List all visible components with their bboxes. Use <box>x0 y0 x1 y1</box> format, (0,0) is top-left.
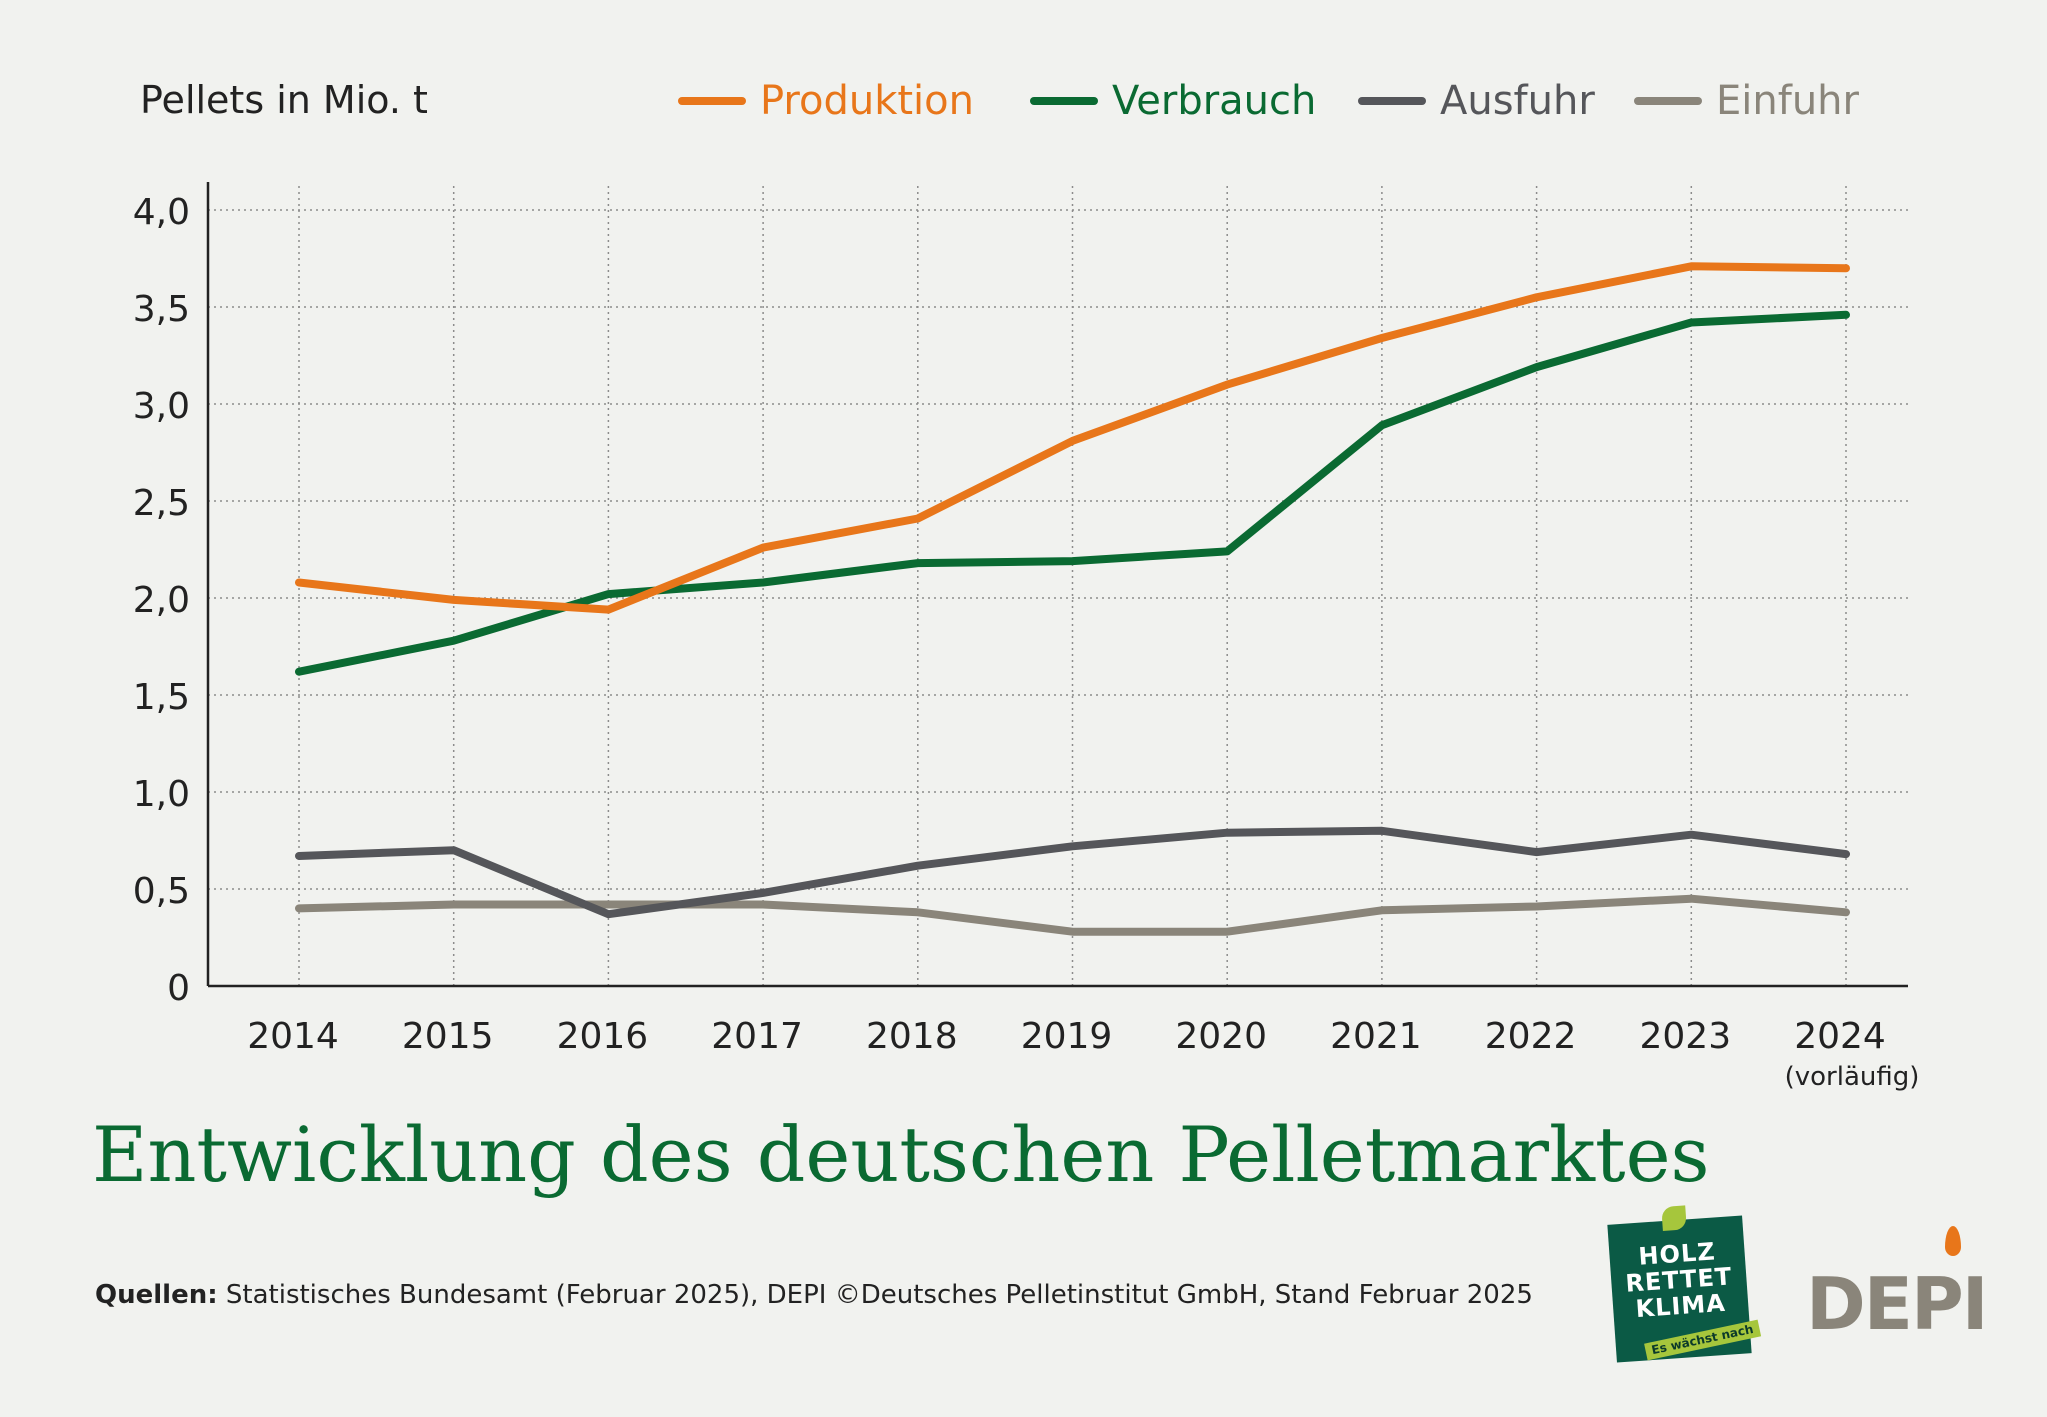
y-tick-label: 0 <box>167 968 190 1009</box>
y-tick-label: 1,5 <box>133 677 190 718</box>
x-tick-label: 2018 <box>866 1016 958 1057</box>
chart-legend: Produktion Verbrauch Ausfuhr Einfuhr <box>0 78 2047 128</box>
y-tick-label: 3,5 <box>133 289 190 330</box>
source-label: Quellen: <box>95 1280 218 1310</box>
legend-label-ausfuhr: Ausfuhr <box>1440 78 1595 124</box>
source-text: Statistisches Bundesamt (Februar 2025), … <box>225 1280 1533 1310</box>
y-axis-unit-label: Pellets in Mio. t <box>140 78 428 122</box>
flame-icon <box>1945 1226 1961 1256</box>
y-tick-label: 4,0 <box>133 192 190 233</box>
x-tick-label: 2019 <box>1021 1016 1113 1057</box>
legend-swatch-produktion <box>678 97 746 105</box>
x-tick-label: 2016 <box>557 1016 649 1057</box>
x-tick-label: 2023 <box>1639 1016 1731 1057</box>
legend-item-einfuhr: Einfuhr <box>1634 78 1859 124</box>
leaf-icon <box>1661 1205 1687 1232</box>
legend-swatch-ausfuhr <box>1358 97 1426 105</box>
series-line-produktion <box>295 262 1850 614</box>
legend-label-produktion: Produktion <box>760 78 974 124</box>
x-tick-label: 2022 <box>1485 1016 1577 1057</box>
legend-item-produktion: Produktion <box>678 78 974 124</box>
holz-rettet-klima-logo: HOLZ RETTET KLIMA Es wächst nach <box>1607 1205 1762 1363</box>
x-tick-label: 2021 <box>1330 1016 1422 1057</box>
x-tick-label: 2020 <box>1175 1016 1267 1057</box>
source-note: Quellen: Statistisches Bundesamt (Februa… <box>95 1280 1533 1310</box>
x-tick-label: 2014 <box>247 1016 339 1057</box>
y-tick-label: 2,0 <box>133 580 190 621</box>
x-tick-label: 2024 <box>1794 1016 1886 1057</box>
legend-label-verbrauch: Verbrauch <box>1112 78 1317 124</box>
legend-swatch-verbrauch <box>1030 97 1098 105</box>
legend-item-verbrauch: Verbrauch <box>1030 78 1316 124</box>
chart-title: Entwicklung des deutschen Pelletmarktes <box>92 1110 1710 1199</box>
x-tick-sublabel: (vorläufig) <box>1785 1062 1920 1092</box>
series-line-ausfuhr <box>295 826 1850 919</box>
legend-swatch-einfuhr <box>1634 97 1702 105</box>
y-tick-label: 3,0 <box>133 386 190 427</box>
y-tick-label: 0,5 <box>133 871 190 912</box>
x-tick-label: 2017 <box>711 1016 803 1057</box>
depi-logo: DEPI <box>1806 1262 1989 1346</box>
y-tick-label: 1,0 <box>133 774 190 815</box>
series-line-einfuhr <box>295 894 1850 936</box>
x-tick-label: 2015 <box>402 1016 494 1057</box>
legend-item-ausfuhr: Ausfuhr <box>1358 78 1595 124</box>
y-tick-label: 2,5 <box>133 483 190 524</box>
legend-label-einfuhr: Einfuhr <box>1716 78 1859 124</box>
